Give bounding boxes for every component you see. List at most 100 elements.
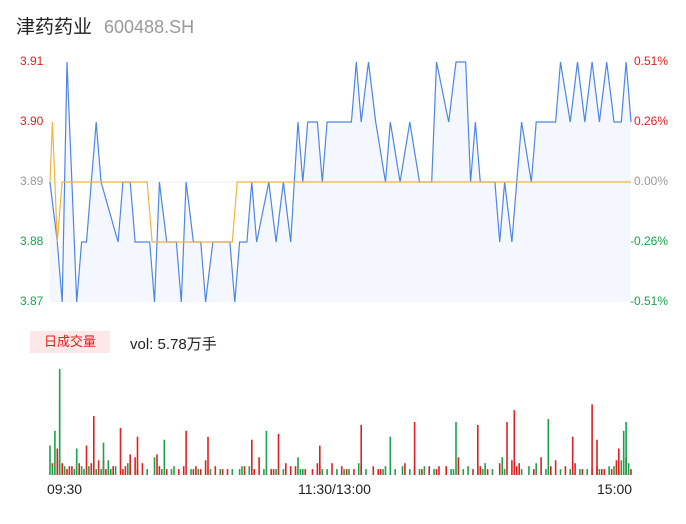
- y-tick-left-1: 3.90: [20, 114, 44, 128]
- volume-bar-38: [199, 469, 202, 475]
- volume-bar-159: [75, 448, 78, 475]
- volume-bar-166: [156, 454, 158, 475]
- volume-bar-174: [319, 445, 321, 475]
- volume-bar-12: [85, 445, 88, 475]
- volume-bar-94: [491, 469, 494, 475]
- volume-bar-156: [51, 466, 54, 475]
- volume-bar-106: [559, 469, 562, 475]
- volume-bar-64: [340, 466, 343, 475]
- volume-bar-88: [467, 466, 469, 475]
- volume-bar-164: [129, 454, 131, 475]
- volume-bar-107: [564, 466, 567, 475]
- volume-bar-97: [511, 460, 513, 475]
- volume-bar-119: [613, 466, 615, 475]
- volume-bar-35: [190, 469, 192, 475]
- volume-bar-170: [251, 439, 253, 475]
- volume-bar-92: [484, 463, 486, 475]
- y-tick-left-3: 3.88: [20, 234, 44, 248]
- volume-bar-129: [153, 457, 156, 475]
- volume-bar-30: [161, 469, 163, 475]
- volume-bar-137: [379, 469, 382, 475]
- volume-bar-23: [122, 469, 124, 475]
- volume-bar-70: [372, 466, 375, 475]
- volume-bar-44: [231, 469, 234, 475]
- volume-bar-100: [528, 466, 530, 475]
- volume-bar-21: [112, 466, 114, 475]
- volume-bar-34: [182, 466, 185, 475]
- volume-bar-43: [226, 469, 229, 475]
- volume-bar-122: [622, 430, 625, 475]
- volume-bar-46: [243, 466, 246, 475]
- volume-bar-181: [513, 410, 516, 475]
- volume-bar-167: [163, 439, 166, 475]
- volume-bar-101: [533, 469, 535, 475]
- volume-bar-72: [382, 469, 384, 475]
- volume-bar-49: [258, 457, 260, 475]
- volume-bar-51: [270, 469, 272, 475]
- volume-bar-39: [204, 460, 207, 475]
- volume-bar-163: [119, 427, 122, 475]
- volume-bar-152: [173, 466, 175, 475]
- volume-bar-52: [275, 469, 277, 475]
- volume-bar-179: [477, 424, 479, 475]
- volume-bar-62: [331, 463, 333, 475]
- volume-bar-80: [421, 469, 423, 475]
- volume-bar-155: [68, 466, 71, 475]
- volume-bar-27: [141, 463, 144, 475]
- volume-bar-146: [601, 469, 603, 475]
- volume-bar-182: [547, 419, 550, 475]
- volume-bar-134: [302, 469, 304, 475]
- volume-bar-178: [455, 422, 457, 475]
- volume-bar-71: [377, 469, 379, 475]
- volume-bar-9: [73, 469, 76, 475]
- volume-bar-66: [348, 469, 350, 475]
- volume-bar-65: [343, 469, 345, 475]
- volume-total: vol: 5.78万手: [130, 336, 217, 353]
- volume-bar-143: [518, 463, 520, 475]
- price-line: [49, 61, 632, 303]
- x-tick-open: 09:30: [47, 481, 83, 497]
- y-tick-right-1: 0.26%: [633, 114, 668, 128]
- volume-bar-11: [83, 469, 85, 475]
- volume-bar-136: [357, 463, 360, 475]
- volume-bar-89: [472, 469, 474, 475]
- volume-bar-173: [297, 457, 299, 475]
- volume-bar-8: [71, 466, 73, 475]
- volume-bar-104: [550, 466, 552, 475]
- volume-bar-22: [114, 466, 117, 475]
- volume-bar-37: [197, 469, 200, 475]
- x-tick-midday: 11:30/13:00: [298, 481, 371, 497]
- volume-bar-154: [80, 466, 83, 475]
- volume-bar-41: [214, 466, 217, 475]
- volume-bar-103: [545, 469, 547, 475]
- volume-bar-84: [445, 466, 447, 475]
- volume-bar-180: [506, 422, 508, 475]
- volume-bar-56: [299, 469, 302, 475]
- volume-bar-29: [158, 466, 161, 475]
- stock-name: 津药药业: [16, 17, 93, 38]
- y-tick-right-4: -0.51%: [629, 294, 668, 308]
- volume-bar-161: [93, 416, 95, 475]
- volume-bar-148: [345, 469, 348, 475]
- volume-bar-176: [389, 436, 392, 475]
- y-tick-left-0: 3.91: [20, 54, 44, 68]
- volume-bar-187: [625, 422, 627, 475]
- volume-bar-17: [100, 469, 102, 475]
- volume-bar-93: [486, 469, 489, 475]
- volume-bar-14: [90, 463, 93, 475]
- volume-bar-111: [581, 469, 584, 475]
- volume-bar-40: [209, 469, 212, 475]
- volume-bar-59: [316, 463, 319, 475]
- volume-bar-138: [401, 466, 404, 475]
- y-tick-left-2: 3.89: [20, 174, 44, 188]
- volume-bar-55: [294, 466, 297, 475]
- volume-bar-47: [248, 466, 251, 475]
- volume-bar-57: [304, 469, 307, 475]
- volume-bar-112: [586, 469, 588, 475]
- volume-bar-54: [289, 466, 292, 475]
- volume-bar-124: [627, 463, 630, 475]
- volume-bar-184: [591, 404, 593, 475]
- y-tick-right-3: -0.26%: [629, 234, 668, 248]
- volume-bar-75: [394, 469, 396, 475]
